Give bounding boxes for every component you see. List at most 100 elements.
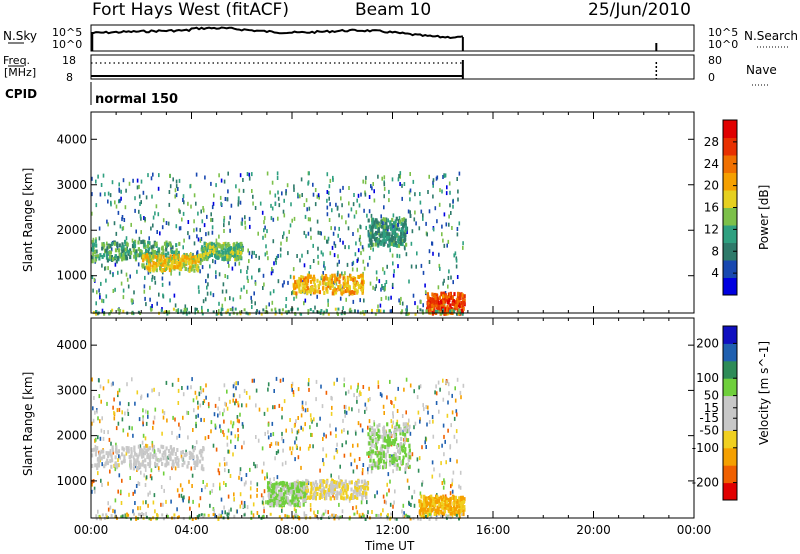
velocity-feature-cell [423,503,426,508]
power-cell [262,273,265,278]
velocity-cell [180,493,183,498]
velocity-cell [212,483,215,488]
power-cell [98,226,101,231]
velocity-cell [245,473,248,477]
power-cell [243,285,245,290]
velocity-cell [147,410,149,415]
velocity-cell [394,489,396,494]
velocity-feature-cell [396,445,399,449]
power-low-cell [290,308,293,312]
velocity-feature-cell [123,458,126,463]
power-cell [397,177,400,182]
power-feature-cell [219,253,222,258]
velocity-cell [387,472,390,477]
velocity-cell [352,469,355,474]
power-feature-cell [216,252,219,257]
velocity-low-cell [417,517,420,521]
power-feature-cell [325,286,328,291]
power-cell [165,221,168,225]
power-cell [99,192,102,197]
velocity-feature-cell [95,448,98,453]
power-feature-cell [297,283,300,287]
power-cell [155,204,158,209]
velocity-low-cell [262,515,265,519]
power-feature-cell [392,230,395,235]
velocity-feature-cell [354,482,357,486]
velocity-cell [401,509,403,514]
power-cell [149,297,151,302]
power-feature-cell [382,229,385,234]
power-feature-cell [318,290,321,295]
power-cell [248,176,251,181]
velocity-feature-cell [196,456,199,461]
power-cell [277,196,280,201]
power-feature-cell [113,241,116,246]
power-feature-cell [177,250,180,255]
velocity-cell [360,500,363,505]
power-cell [389,248,391,253]
power-feature-cell [443,293,446,298]
power-feature-cell [295,284,298,289]
velocity-cell [267,387,269,392]
velocity-feature-cell [381,444,384,449]
power-feature-cell [105,255,109,260]
velocity-cell [435,391,438,396]
power-cell [358,203,361,208]
velocity-cell [177,401,180,405]
velocity-cell [137,506,139,511]
power-feature-cell [201,245,204,250]
velocity-feature-cell [162,456,165,461]
power-cell [264,252,267,257]
power-feature-cell [197,266,200,271]
power-cell [113,221,116,226]
velocity-cell [445,460,447,465]
velocity-cell [394,396,397,401]
velocity-cell [358,457,361,461]
velocity-cell [230,431,233,436]
velocity-cell [236,418,239,423]
velocity-cell [419,417,421,422]
velocity-feature-cell [200,466,203,471]
velocity-cell [97,416,99,421]
velocity-cell [421,482,423,487]
velocity-cell [162,415,165,420]
velocity-cell [255,403,257,408]
power-cell [173,293,176,298]
power-cell [169,298,171,303]
velocity-feature-cell [395,422,398,427]
power-feature-cell [222,250,225,255]
velocity-cell [112,450,115,455]
power-low-cell [312,310,315,314]
velocity-cell [374,494,376,499]
power-low-cell [194,307,197,311]
velocity-cell [239,467,242,472]
power-cell [207,274,209,279]
velocity-cell [256,511,259,515]
power-feature-cell [343,278,347,283]
power-feature-cell [383,241,386,246]
power-cell [211,225,214,230]
station-title: Fort Hays West (fitACF) [92,0,289,20]
power-cell [224,274,226,278]
velocity-feature-cell [398,466,401,471]
velocity-feature-cell [137,454,140,459]
velocity-low-cell [218,513,221,517]
power-cell [125,272,128,277]
velocity-feature-cell [321,494,324,498]
power-feature-cell [135,253,138,258]
power-cell [387,218,389,223]
power-feature-cell [399,239,402,244]
velocity-feature-cell [399,460,402,465]
power-feature-cell [300,289,303,294]
velocity-cell [176,435,178,440]
power-cell [179,209,181,214]
velocity-low-cell [406,515,409,519]
power-feature-cell [299,282,302,287]
velocity-cell [272,405,274,410]
power-cell [319,231,321,235]
power-low-cell [320,309,323,312]
power-low-cell [285,310,288,314]
power-feature-cell [118,248,121,253]
velocity-cell [352,506,354,511]
velocity-cell [237,381,239,386]
